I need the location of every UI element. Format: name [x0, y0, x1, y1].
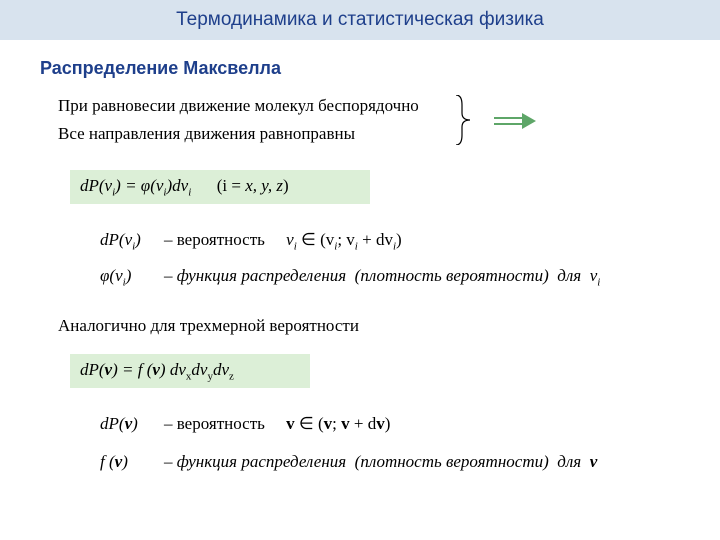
term-phi-vi: φ(vi)	[100, 266, 150, 288]
body-line-3: Аналогично для трехмерной вероятности	[58, 316, 359, 336]
arrow-right-icon	[492, 112, 538, 130]
explain-row-1b: φ(vi) – функция распределения (плотность…	[100, 266, 600, 288]
explain-row-2a: dP(v) – вероятность v ∈ (v; v + dv)	[100, 414, 390, 434]
desc-distribution-1: – функция распределения (плотность вероя…	[164, 266, 600, 288]
slide: { "colors": { "title_band_bg": "#d8e3ee"…	[0, 0, 720, 540]
section-title: Распределение Максвелла	[40, 58, 281, 79]
brace-icon	[454, 95, 472, 145]
term-dPvi: dP(vi)	[100, 230, 150, 252]
formula-2: dP(v) = f (v) dvxdvydvz	[70, 354, 310, 388]
desc-probability-2: – вероятность v ∈ (v; v + dv)	[164, 414, 390, 434]
desc-distribution-2: – функция распределения (плотность вероя…	[164, 452, 597, 472]
body-line-1: При равновесии движение молекул беспоряд…	[58, 96, 419, 116]
explain-row-1a: dP(vi) – вероятность vi ∈ (vi; vi + dvi)	[100, 230, 402, 252]
formula-1: dP(vi) = φ(vi)dvi (i = x, y, z)	[70, 170, 370, 204]
formula-1-text: dP(vi) = φ(vi)dvi (i = x, y, z)	[80, 176, 289, 198]
title-band: Термодинамика и статистическая физика	[0, 0, 720, 40]
page-title: Термодинамика и статистическая физика	[176, 9, 544, 31]
explain-row-2b: f (v) – функция распределения (плотность…	[100, 452, 597, 472]
desc-probability-1: – вероятность vi ∈ (vi; vi + dvi)	[164, 230, 402, 252]
term-dPv: dP(v)	[100, 414, 150, 434]
formula-2-text: dP(v) = f (v) dvxdvydvz	[80, 360, 234, 382]
term-fv: f (v)	[100, 452, 150, 472]
body-line-2: Все направления движения равноправны	[58, 124, 355, 144]
